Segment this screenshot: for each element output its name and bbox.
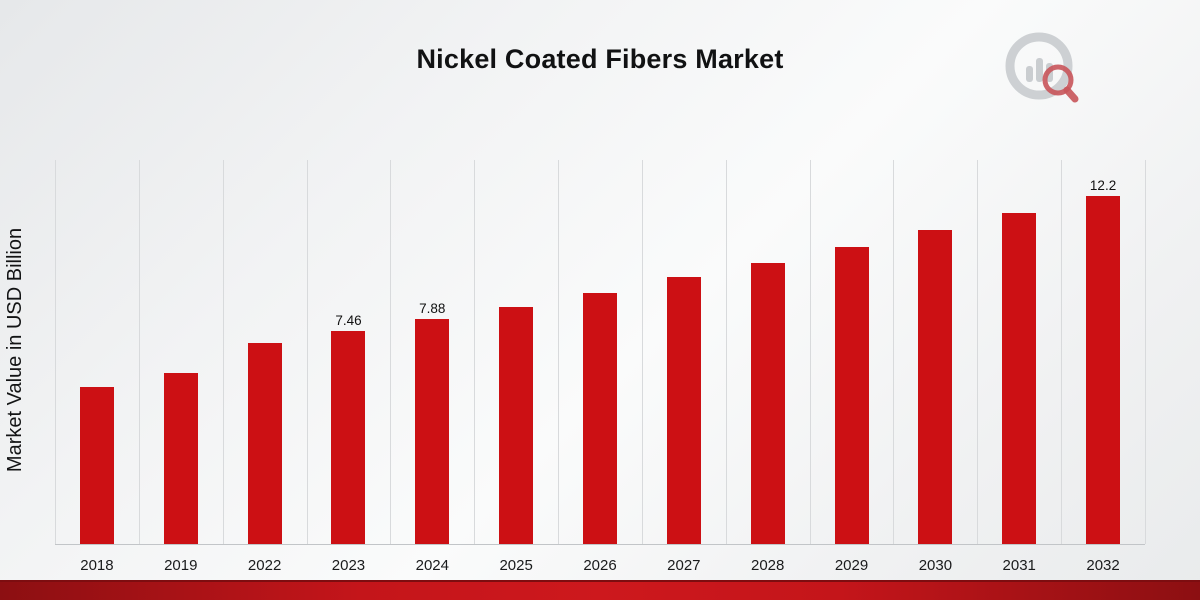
- x-tick-2026: 2026: [583, 557, 617, 574]
- x-tick-2025: 2025: [499, 557, 533, 574]
- x-tick-2023: 2023: [331, 557, 366, 574]
- gridline: [810, 160, 811, 544]
- bar-value-label-2024: 7.88: [419, 301, 446, 316]
- logo-magnifier-lens: [1042, 64, 1074, 96]
- gridline: [1145, 160, 1146, 544]
- bar-2032: [1086, 196, 1120, 544]
- gridline: [55, 160, 56, 544]
- bar-2024: [415, 319, 449, 544]
- bar-2029: [835, 247, 869, 544]
- x-tick-2031: 2031: [1002, 557, 1036, 574]
- x-tick-2029: 2029: [834, 557, 869, 574]
- x-tick-2024: 2024: [415, 557, 449, 574]
- logo-bar-1: [1026, 66, 1033, 82]
- bar-2027: [667, 277, 701, 544]
- bar-2030: [918, 230, 952, 544]
- x-tick-2027: 2027: [667, 557, 701, 574]
- x-tick-2028: 2028: [751, 557, 785, 574]
- gridline: [558, 160, 559, 544]
- logo-bar-2: [1036, 58, 1043, 82]
- bar-value-label-2032: 12.2: [1089, 178, 1117, 193]
- gridline: [307, 160, 308, 544]
- logo-magnifier-handle: [1063, 86, 1079, 103]
- brand-logo: [1005, 32, 1079, 103]
- bar-2028: [751, 263, 785, 544]
- x-tick-2032: 2032: [1086, 557, 1120, 574]
- logo-ring: [1005, 32, 1073, 100]
- chart-title: Nickel Coated Fibers Market: [416, 44, 784, 74]
- x-tick-2030: 2030: [918, 557, 953, 574]
- x-tick-2019: 2019: [164, 557, 198, 574]
- bar-2026: [583, 293, 617, 544]
- bar-2023: [331, 331, 365, 544]
- plot-area: 2018 2019 2022 7.46 2023 7.88 2024 2025 2026 2027…: [55, 160, 1146, 574]
- bar-2018: [80, 387, 114, 544]
- x-tick-2018: 2018: [80, 557, 114, 574]
- gridline: [1061, 160, 1062, 544]
- bar-2031: [1002, 213, 1036, 544]
- gridline: [893, 160, 894, 544]
- gridline: [223, 160, 224, 544]
- gridline: [977, 160, 978, 544]
- bar-2025: [499, 307, 533, 544]
- gridline: [474, 160, 475, 544]
- bar-2022: [248, 343, 282, 544]
- bar-2019: [164, 373, 198, 544]
- gridline: [390, 160, 391, 544]
- bottom-banner: [0, 580, 1200, 600]
- bar-value-label-2023: 7.46: [335, 313, 362, 328]
- gridline: [642, 160, 643, 544]
- gridline: [726, 160, 727, 544]
- gridline: [139, 160, 140, 544]
- x-tick-2022: 2022: [247, 557, 282, 574]
